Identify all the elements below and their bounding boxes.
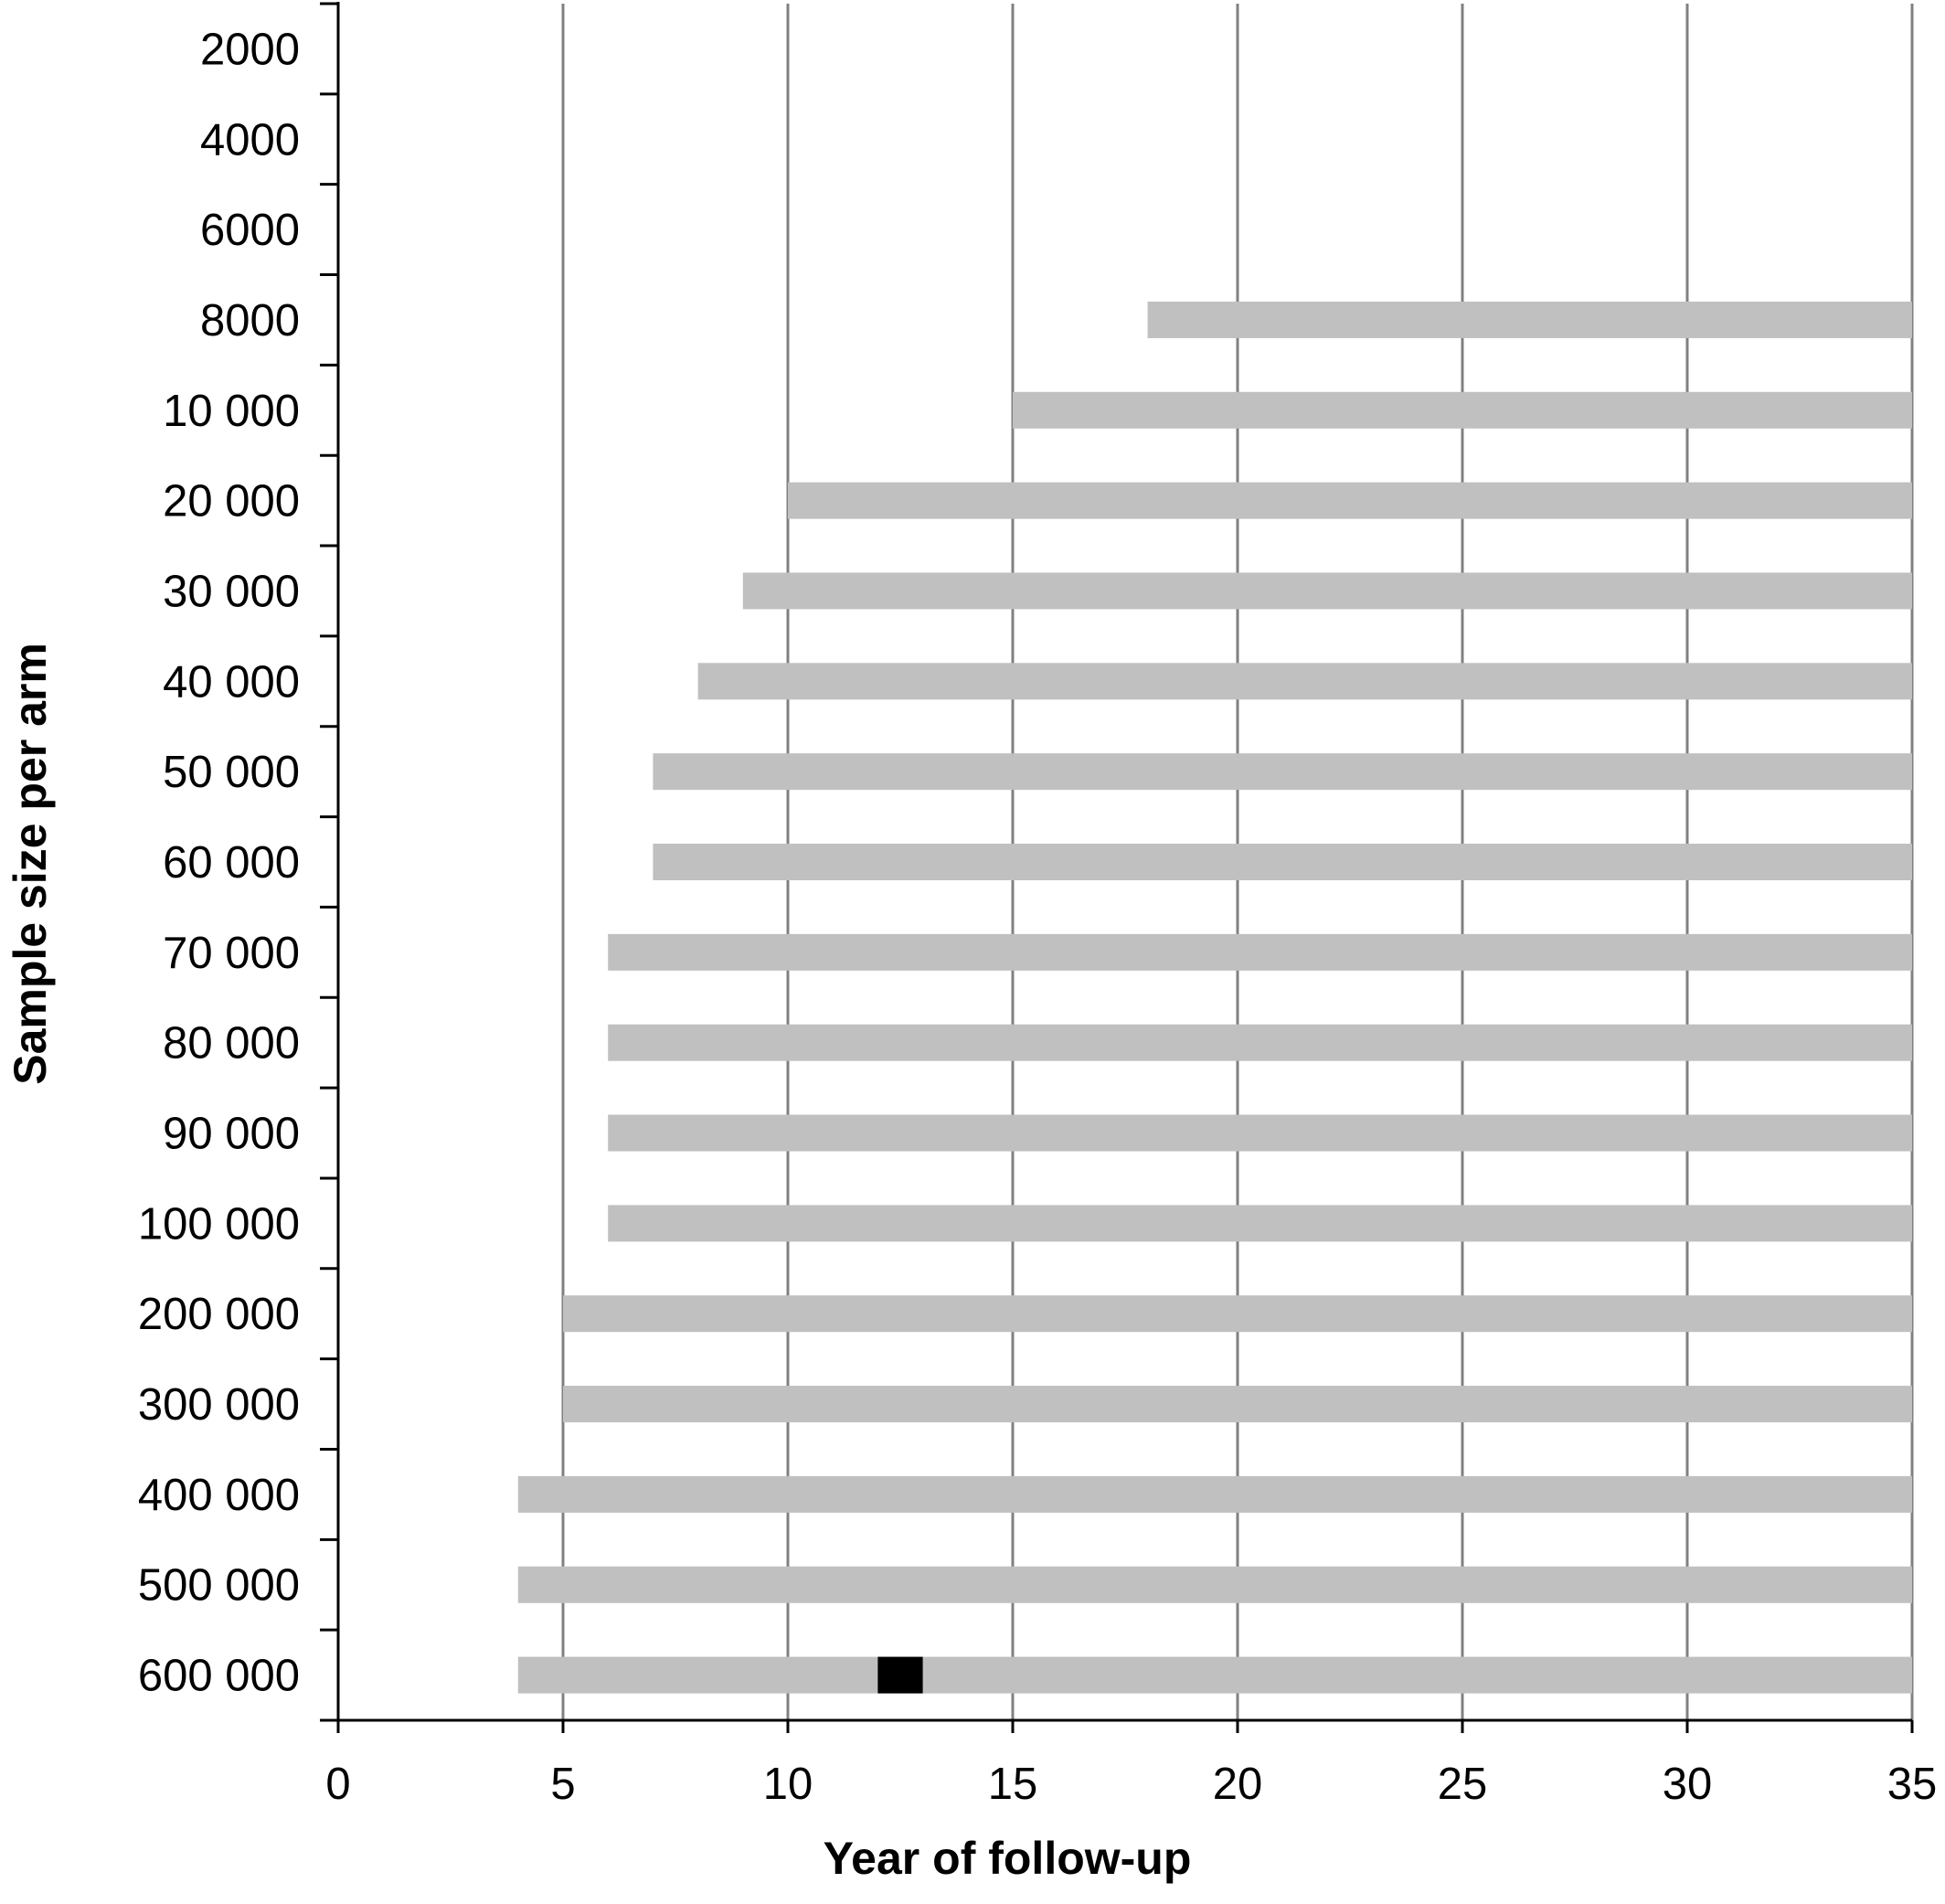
y-tick-label: 4000 bbox=[200, 115, 300, 165]
y-tick-label: 6000 bbox=[200, 206, 300, 255]
bar bbox=[608, 933, 1913, 971]
bar bbox=[517, 1475, 1912, 1513]
y-tick-label: 8000 bbox=[200, 296, 300, 346]
y-tick-label: 20 000 bbox=[163, 477, 300, 527]
y-tick-label: 30 000 bbox=[163, 567, 300, 616]
bar bbox=[608, 1205, 1913, 1242]
y-tick-label: 10 000 bbox=[163, 387, 300, 436]
y-axis-title: Sample size per arm bbox=[5, 643, 56, 1085]
bars bbox=[517, 301, 1913, 1694]
x-tick-label: 10 bbox=[763, 1760, 813, 1809]
y-tick-label: 80 000 bbox=[163, 1019, 300, 1069]
bar bbox=[1013, 391, 1912, 429]
y-tick-label: 200 000 bbox=[138, 1290, 300, 1339]
bar bbox=[1147, 301, 1912, 338]
x-tick-label: 15 bbox=[988, 1760, 1038, 1809]
y-tick-label: 40 000 bbox=[163, 657, 300, 707]
y-tick-label: 300 000 bbox=[138, 1380, 300, 1430]
bar bbox=[608, 1024, 1913, 1061]
x-tick-label: 20 bbox=[1213, 1760, 1263, 1809]
x-tick-label: 35 bbox=[1887, 1760, 1938, 1809]
bar bbox=[653, 753, 1912, 791]
y-tick-label: 2000 bbox=[200, 25, 300, 74]
bar bbox=[653, 844, 1912, 880]
x-tick-label: 5 bbox=[550, 1760, 575, 1809]
x-tick-label: 0 bbox=[325, 1760, 350, 1809]
bar bbox=[788, 482, 1912, 519]
bar bbox=[517, 1566, 1912, 1603]
x-tick-labels: 0 5 10 15 20 25 30 35 bbox=[325, 1760, 1937, 1809]
bar bbox=[517, 1656, 1912, 1694]
bar bbox=[563, 1295, 1912, 1333]
bar bbox=[563, 1386, 1912, 1423]
highlight-marker bbox=[877, 1656, 923, 1694]
axes bbox=[320, 2, 1914, 1733]
y-tick-label: 400 000 bbox=[138, 1471, 300, 1520]
y-tick-label: 100 000 bbox=[138, 1199, 300, 1249]
y-tick-label: 500 000 bbox=[138, 1561, 300, 1611]
x-tick-label: 25 bbox=[1438, 1760, 1488, 1809]
x-tick-label: 30 bbox=[1663, 1760, 1713, 1809]
y-tick-label: 60 000 bbox=[163, 838, 300, 888]
bar bbox=[608, 1114, 1913, 1152]
y-tick-label: 600 000 bbox=[138, 1652, 300, 1701]
y-tick-label: 90 000 bbox=[163, 1110, 300, 1159]
y-tick-labels: 2000 4000 6000 8000 10 000 20 000 30 000 40 000… bbox=[138, 25, 300, 1700]
y-tick-label: 70 000 bbox=[163, 929, 300, 978]
bar bbox=[697, 663, 1912, 700]
bar bbox=[742, 572, 1912, 610]
y-tick-label: 50 000 bbox=[163, 748, 300, 797]
x-axis-title: Year of follow-up bbox=[824, 1833, 1192, 1884]
